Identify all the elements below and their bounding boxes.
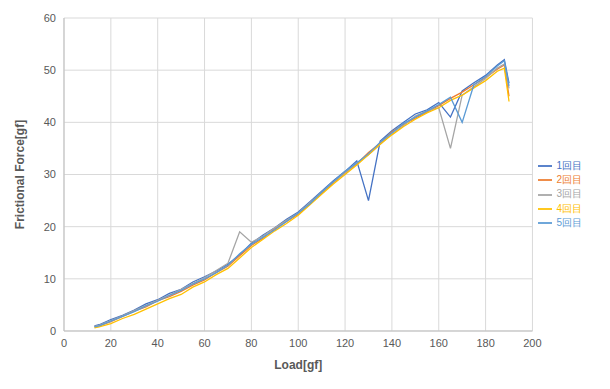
html-text:3回目: 3回目 [556, 188, 582, 200]
html-text:4回目: 4回目 [556, 202, 582, 214]
svg-text:Frictional Force[gf]: Frictional Force[gf] [13, 120, 27, 229]
svg-text:0: 0 [61, 337, 67, 349]
svg-text:120: 120 [336, 337, 354, 349]
svg-text:140: 140 [383, 337, 401, 349]
svg-text:0: 0 [50, 325, 56, 337]
svg-text:200: 200 [523, 337, 541, 349]
svg-text:60: 60 [198, 337, 210, 349]
svg-text:60: 60 [44, 12, 56, 24]
svg-text:30: 30 [44, 168, 56, 180]
svg-text:20: 20 [44, 221, 56, 233]
html-text:2回目: 2回目 [556, 174, 582, 185]
svg-text:10: 10 [44, 273, 56, 285]
html-text:1回目: 1回目 [556, 159, 582, 171]
svg-text:20: 20 [105, 337, 117, 349]
svg-text:100: 100 [289, 337, 307, 349]
html-text:5回目: 5回目 [556, 217, 582, 228]
svg-text:50: 50 [44, 64, 56, 76]
svg-text:80: 80 [245, 337, 257, 349]
svg-text:160: 160 [430, 337, 448, 349]
svg-text:Load[gf]: Load[gf] [274, 358, 322, 372]
svg-text:40: 40 [44, 116, 56, 128]
svg-text:40: 40 [152, 337, 164, 349]
svg-text:180: 180 [476, 337, 494, 349]
